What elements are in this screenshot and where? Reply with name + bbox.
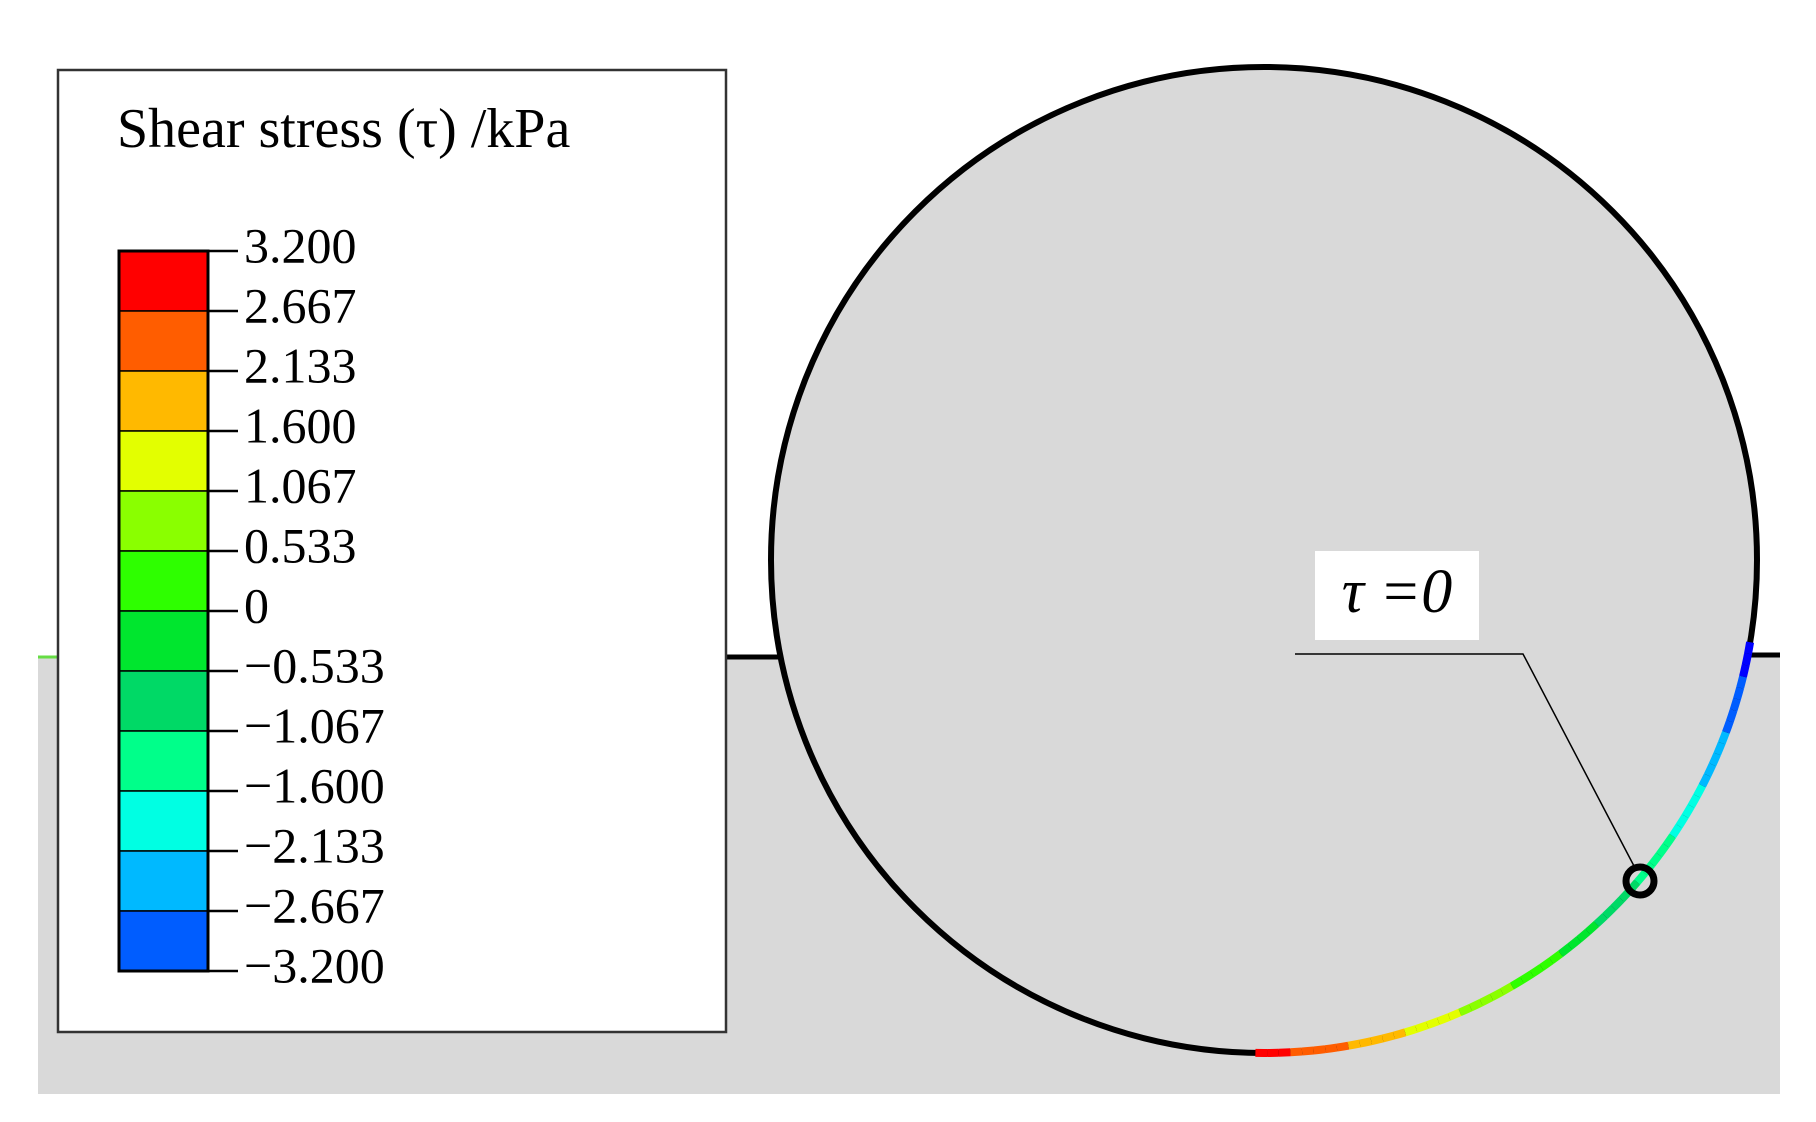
color-band — [118, 370, 209, 432]
arc-segment — [1447, 1008, 1462, 1021]
arc-segment — [1708, 752, 1721, 767]
color-band — [118, 670, 209, 732]
cylinder — [768, 64, 1760, 1056]
legend-label: 1.600 — [244, 397, 357, 453]
arc-segment — [1415, 1021, 1429, 1033]
arc-segment — [1634, 870, 1648, 885]
color-band — [118, 310, 209, 372]
color-bar: 3.2002.6672.1331.6001.0670.5330−0.533−1.… — [117, 217, 385, 993]
legend-label: 0 — [244, 577, 269, 633]
arc-segment — [1529, 964, 1544, 978]
arc-segment — [1741, 652, 1752, 666]
arc-segment — [1381, 1031, 1395, 1043]
arc-segment — [1301, 1046, 1315, 1056]
arc-segment — [1675, 814, 1689, 829]
arc-segment — [1336, 1041, 1350, 1052]
legend-label: 0.533 — [244, 517, 357, 573]
arc-segment — [1662, 833, 1676, 848]
arc-segment — [1669, 823, 1683, 839]
color-band — [118, 850, 209, 912]
arc-segment — [1610, 896, 1625, 911]
annotation-label: τ =0 — [1342, 558, 1453, 626]
arc-segment — [1436, 1013, 1451, 1025]
arc-segment — [1313, 1045, 1326, 1055]
leader-line — [1295, 653, 1635, 867]
legend-label: −2.133 — [244, 817, 385, 873]
arc-segment — [1693, 783, 1706, 798]
arc-segment — [1717, 730, 1730, 745]
legend-label: −1.067 — [244, 697, 385, 753]
arc-segment — [1593, 913, 1608, 927]
legend-label: 2.667 — [244, 277, 357, 333]
arc-segment — [1426, 1017, 1440, 1029]
color-band — [118, 610, 209, 672]
arc-segment — [1576, 928, 1591, 943]
arc-segment — [1703, 762, 1717, 777]
arc-segment — [1736, 675, 1747, 689]
arc-segment — [1479, 993, 1494, 1007]
arc-segment — [1509, 976, 1525, 990]
legend-label: 1.067 — [244, 457, 357, 513]
legend-label: −1.600 — [244, 757, 385, 813]
legend-label: 3.200 — [244, 217, 357, 273]
annotation-box — [1315, 551, 1479, 640]
color-band — [118, 790, 209, 852]
arc-segment — [1722, 719, 1734, 734]
color-band — [118, 550, 209, 612]
arc-segment — [1489, 988, 1504, 1001]
arc-segment — [1733, 686, 1745, 701]
color-band — [118, 250, 209, 312]
arc-segment — [1392, 1028, 1407, 1040]
arc-segment — [1468, 999, 1483, 1012]
arc-segment — [1290, 1047, 1303, 1057]
arc-segment — [1648, 852, 1663, 867]
arc-segment — [1744, 641, 1755, 655]
arc-segment — [1726, 708, 1738, 723]
arc-segment — [1519, 970, 1535, 984]
arc-segment — [1567, 936, 1582, 950]
arc-segment — [1713, 741, 1726, 756]
legend-label: 2.133 — [244, 337, 357, 393]
arc-segment — [1602, 905, 1617, 919]
arc-segment — [1729, 697, 1741, 712]
arc-segment — [1558, 943, 1573, 957]
legend-label: −3.200 — [244, 937, 385, 993]
arc-segment — [1539, 957, 1554, 971]
arc-segment — [1458, 1003, 1473, 1017]
arc-segment — [1404, 1025, 1418, 1037]
legend-label: −0.533 — [244, 637, 385, 693]
arc-segment — [1548, 950, 1564, 964]
arc-segment — [1499, 982, 1515, 996]
legend-label: −2.667 — [244, 877, 385, 933]
arc-segment — [1370, 1034, 1384, 1046]
legend-title: Shear stress (τ) /kPa — [117, 98, 570, 160]
arc-segment — [1687, 794, 1701, 809]
color-band — [118, 730, 209, 792]
arc-segment — [1324, 1043, 1338, 1054]
color-band — [118, 430, 209, 492]
arc-segment — [1681, 804, 1695, 819]
arc-segment — [1739, 664, 1750, 678]
zero-point-marker — [1622, 863, 1658, 899]
color-band — [118, 490, 209, 552]
arc-segment — [1359, 1037, 1373, 1048]
arc-segment — [1655, 843, 1670, 858]
color-band — [118, 910, 209, 972]
arc-segment — [1347, 1039, 1361, 1050]
stress-arc — [1255, 641, 1755, 1057]
arc-segment — [1585, 921, 1600, 935]
arc-segment — [1698, 773, 1712, 788]
